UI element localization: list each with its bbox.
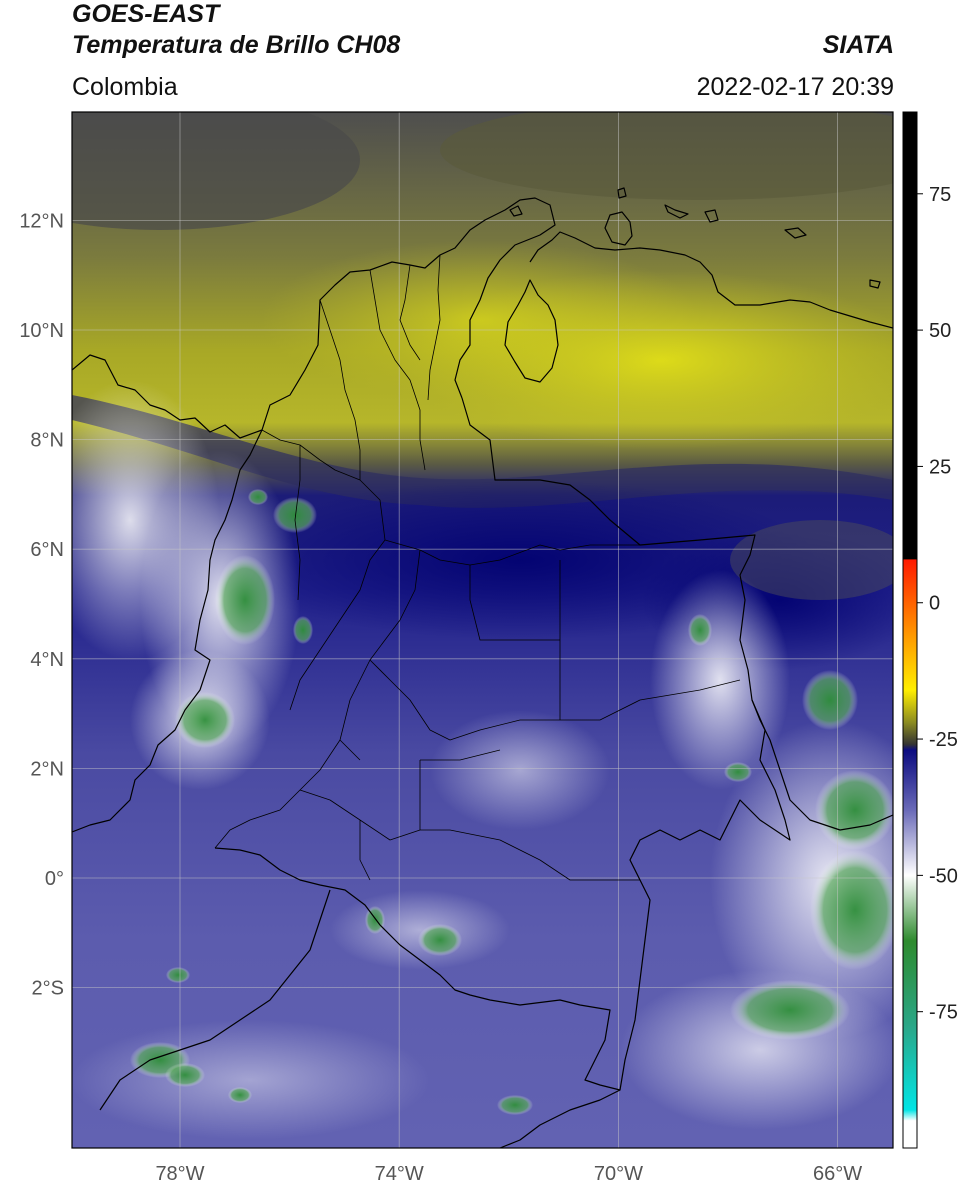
venezuela-brazil-border [751, 699, 893, 831]
colorbar-tick-label: -25 [929, 729, 958, 751]
boundaries [72, 187, 893, 1148]
paraguana-peninsula [604, 211, 633, 246]
lat-tick-label: 2°S [32, 978, 64, 1000]
lat-tick-label: 4°N [30, 649, 64, 671]
colorbar-tick-label: 25 [929, 456, 951, 478]
colorbar-tick-label: 0 [929, 593, 940, 615]
product-title: Temperatura de Brillo CH08 [72, 31, 401, 59]
caribbean-coastline [72, 197, 556, 439]
colorbar-ticks: 75 50 25 0 -25 -50 -75 [917, 184, 958, 1024]
maracaibo-lake [504, 279, 559, 383]
peru-brazil-border [499, 1089, 621, 1148]
lat-tick-label: 12°N [19, 210, 64, 232]
lon-tick-label: 66°W [813, 1163, 862, 1185]
colorbar-tick-label: -75 [929, 1002, 958, 1024]
colombia-border-east [214, 397, 791, 1091]
lat-tick-label: 2°N [30, 758, 64, 780]
pacific-coastline [72, 429, 263, 833]
lat-tick-label: 0° [45, 868, 64, 890]
lat-tick-label: 8°N [30, 430, 64, 452]
lon-tick-label: 70°W [594, 1163, 643, 1185]
longitude-labels: 78°W 74°W 70°W 66°W [155, 1163, 862, 1185]
lon-tick-label: 78°W [155, 1163, 204, 1185]
ecuador-peru-border [99, 889, 331, 1111]
colorbar-tick-label: 75 [929, 184, 951, 206]
datetime-label: 2022-02-17 20:39 [696, 73, 894, 101]
map-frame [71, 111, 894, 1149]
colorbar-scale [902, 111, 918, 1149]
colorbar-tick-label: 50 [929, 320, 951, 342]
region-label: Colombia [72, 73, 178, 101]
lat-tick-label: 6°N [30, 539, 64, 561]
satellite-title: GOES-EAST [72, 0, 220, 28]
venezuela-coastline [529, 231, 893, 329]
islands [509, 187, 881, 289]
brand-label: SIATA [822, 31, 894, 59]
latitude-labels: 12°N 10°N 8°N 6°N 4°N 2°N 0° 2°S [19, 210, 64, 999]
graticule [72, 112, 893, 1148]
lat-tick-label: 10°N [19, 320, 64, 342]
lon-tick-label: 74°W [375, 1163, 424, 1185]
colorbar: 75 50 25 0 -25 -50 -75 [902, 111, 958, 1149]
satellite-imagery [72, 112, 893, 1148]
colorbar-tick-label: -50 [929, 865, 958, 887]
internal-boundaries [214, 254, 741, 881]
